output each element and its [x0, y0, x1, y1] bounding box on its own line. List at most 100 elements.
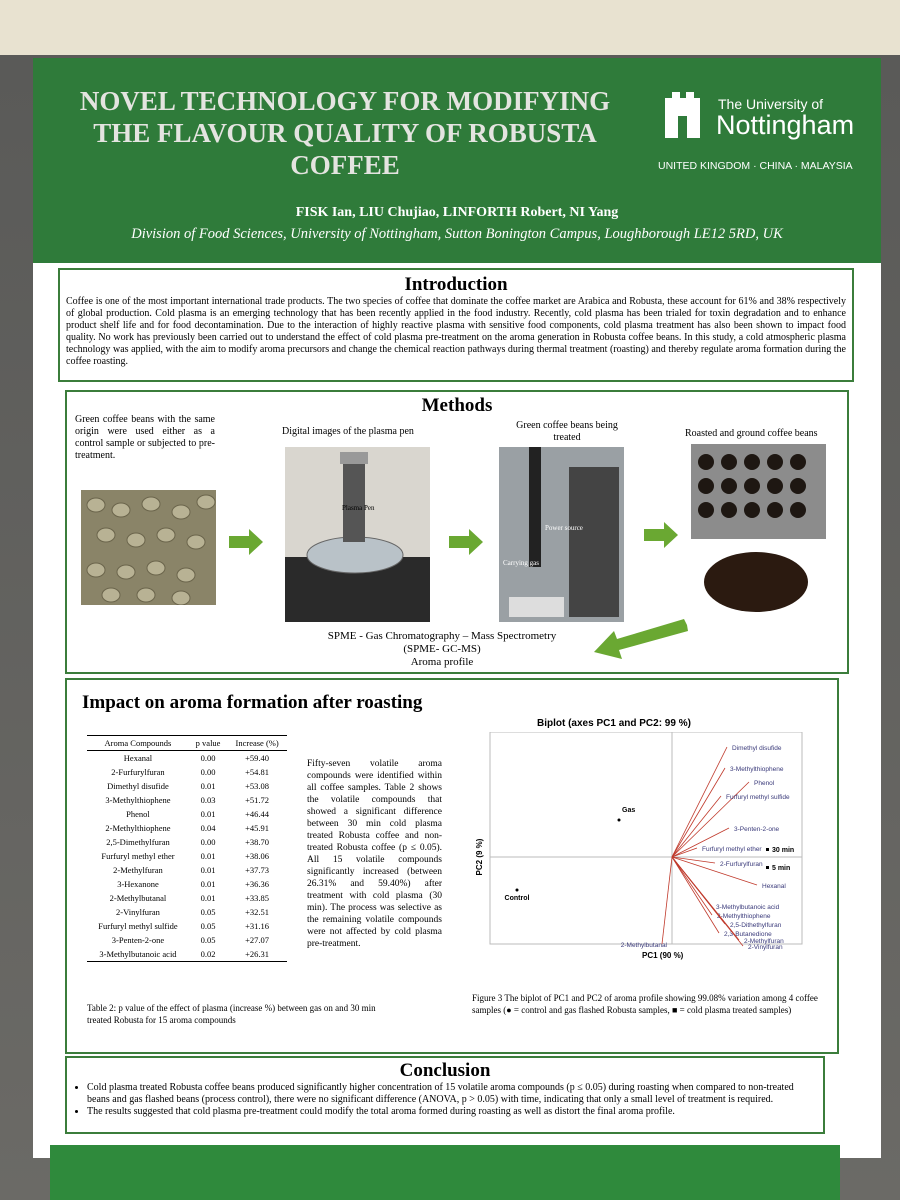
- heading: Methods: [421, 395, 493, 416]
- title: NOVEL TECHNOLOGY FOR MODIFYING THE FLAVO…: [55, 85, 635, 181]
- table-cell: 0.00: [200, 837, 216, 847]
- table-cell: 2,5-Dimethylfuran: [106, 837, 170, 847]
- variable-label: 2-Furfurylfuran: [720, 861, 763, 868]
- analysis: SPME - Gas Chromatography – Mass Spectro…: [287, 630, 597, 669]
- column-header: p value: [188, 735, 228, 751]
- table-cell: Dimethyl disufide: [107, 781, 169, 791]
- arrow: [594, 619, 688, 659]
- table-cell: +38.70: [245, 837, 270, 847]
- university: The University of: [718, 96, 824, 112]
- table-cell: 2-Methylthiophene: [105, 823, 171, 833]
- paragraph: Coffee is one of the most important inte…: [66, 296, 846, 367]
- table-row: 2-Methylthiophene 0.04 +45.91: [87, 821, 287, 835]
- impact-box: Impact on aroma formation after roasting…: [65, 678, 839, 1054]
- loading-vector: [671, 847, 698, 858]
- table-row: Dimethyl disufide 0.01 +53.08: [87, 779, 287, 793]
- introduction-box: Introduction Coffee is one of the most i…: [58, 268, 854, 382]
- table-row: 3-Hexanone 0.01 +36.36: [87, 877, 287, 891]
- observation-point: [515, 888, 519, 892]
- loading-vector: [671, 856, 720, 934]
- arrow: [449, 529, 483, 555]
- variable-label: Dimethyl disufide: [732, 745, 782, 752]
- table-cell: 0.04: [200, 823, 216, 833]
- table-cell: +59.40: [245, 753, 270, 763]
- table-row: 3-Methylbutanoic acid 0.02 +26.31: [87, 947, 287, 962]
- step-caption: Green coffee beans being treated: [516, 420, 618, 443]
- table-cell: +31.16: [245, 921, 270, 931]
- loading-vector: [671, 856, 744, 947]
- table-cell: 0.05: [200, 907, 216, 917]
- table-cell: 0.01: [200, 893, 216, 903]
- variable-label: Furfuryl methyl ether: [702, 846, 762, 853]
- logo-crest: [665, 92, 700, 138]
- loading-vector: [671, 827, 730, 858]
- conclusion-box: Conclusion Cold plasma treated Robusta c…: [65, 1056, 825, 1134]
- table-cell: Phenol: [126, 809, 150, 819]
- variable-label: Furfuryl methyl sulfide: [726, 794, 790, 801]
- arrow: [644, 522, 678, 548]
- table-cell: 2-Methylfuran: [113, 865, 163, 875]
- table-row: 2,5-Dimethylfuran 0.00 +38.70: [87, 835, 287, 849]
- table-cell: +33.85: [245, 893, 270, 903]
- loading-vector: [671, 795, 722, 858]
- table-cell: Furfuryl methyl ether: [101, 851, 175, 861]
- table-cell: 0.05: [200, 921, 216, 931]
- table: Aroma Compounds p value Increase (%) Hexana…: [87, 735, 287, 962]
- table-cell: +51.72: [245, 795, 270, 805]
- table-cell: 2-Furfurylfuran: [111, 767, 165, 777]
- analysis-line: (SPME- GC-MS): [403, 643, 481, 655]
- poster-bottom: [50, 1145, 840, 1200]
- table-cell: 2-Methylbutanal: [109, 893, 167, 903]
- university-name: Nottingham: [716, 110, 855, 140]
- image-label: Plasma Pen: [342, 504, 375, 512]
- table-row: 2-Methylfuran 0.01 +37.73: [87, 863, 287, 877]
- table-cell: 0.03: [200, 795, 216, 805]
- table-row: 3-Penten-2-one 0.05 +27.07: [87, 933, 287, 947]
- table-caption: Table 2: p value of the effect of plasma…: [87, 1003, 376, 1025]
- variable-label: 2-Methylfuran: [744, 938, 784, 945]
- variable-label: Phenol: [754, 780, 775, 787]
- x-axis-label: PC1 (90 %): [642, 951, 684, 960]
- table-row: 2-Methylbutanal 0.01 +33.85: [87, 891, 287, 905]
- table-cell: +54.81: [245, 767, 270, 777]
- table-cell: 0.00: [200, 753, 216, 763]
- analysis-line: Aroma profile: [410, 656, 474, 668]
- variable-label: 2,3-Butanedione: [724, 931, 772, 938]
- table-row: Phenol 0.01 +46.44: [87, 807, 287, 821]
- table-cell: +38.06: [245, 851, 270, 861]
- paragraph: Fifty-seven volatile aroma compounds wer…: [307, 759, 442, 949]
- step-caption: Green coffee beans with the same origin …: [75, 414, 215, 461]
- column-header: Increase (%): [227, 735, 287, 751]
- bullets: Cold plasma treated Robusta coffee beans…: [73, 1082, 817, 1118]
- table-cell: +32.51: [245, 907, 270, 917]
- observation-label: 5 min: [772, 865, 790, 872]
- image-label: Power source: [545, 524, 583, 532]
- variable-label: 3-Methylbutanoic acid: [716, 904, 780, 911]
- header-band: [33, 58, 881, 263]
- variable-label: 2-Methylbutanal: [621, 942, 668, 949]
- observation-label: Gas: [622, 807, 635, 814]
- roasted-image: [691, 444, 826, 619]
- observation-point: [617, 818, 621, 822]
- table-row: Furfuryl methyl ether 0.01 +38.06: [87, 849, 287, 863]
- y-axis-label: PC2 (9 %): [475, 838, 484, 875]
- table-row: 3-Methylthiophene 0.03 +51.72: [87, 793, 287, 807]
- table-cell: +27.07: [245, 935, 270, 945]
- image-label: Carrying gas: [503, 559, 539, 567]
- heading: Introduction: [404, 274, 508, 295]
- table-cell: Hexanal: [123, 753, 153, 763]
- plasma-pen-image: [285, 447, 430, 622]
- table-cell: 0.01: [200, 851, 216, 861]
- observation-point: [766, 848, 769, 851]
- table-row: 2-Vinylfuran 0.05 +32.51: [87, 905, 287, 919]
- step-caption: Roasted and ground coffee beans: [685, 428, 818, 439]
- title-line: THE FLAVOUR QUALITY OF ROBUSTA: [93, 118, 597, 148]
- observation-label: 30 min: [772, 847, 794, 854]
- figure-caption: Figure 3 The biplot of PC1 and PC2 of ar…: [472, 993, 818, 1015]
- loading-vector: [671, 856, 716, 864]
- heading: Impact on aroma formation after roasting: [82, 692, 423, 713]
- figure-title: Biplot (axes PC1 and PC2: 99 %): [537, 718, 691, 729]
- table-cell: +46.44: [245, 809, 270, 819]
- table-cell: 3-Penten-2-one: [111, 935, 165, 945]
